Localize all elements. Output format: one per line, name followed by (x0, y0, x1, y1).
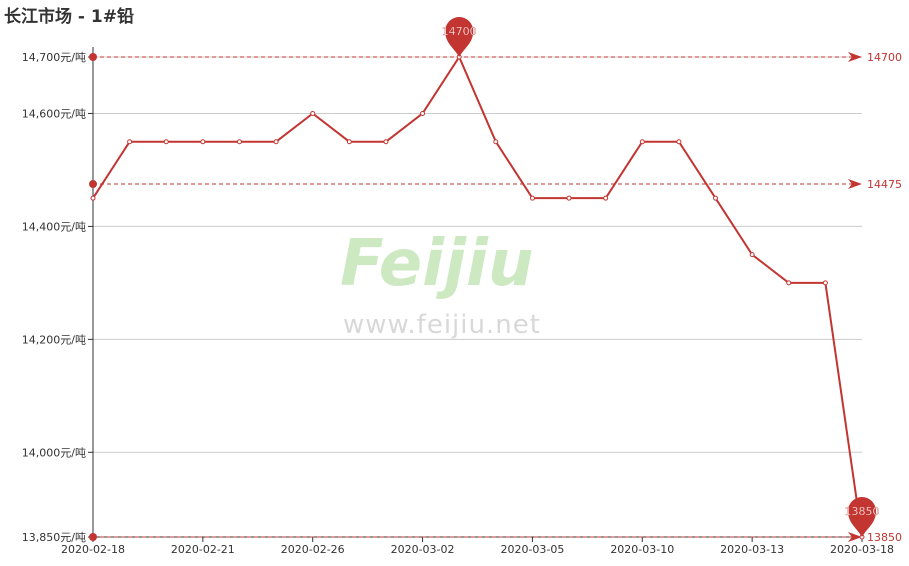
data-point (786, 280, 792, 286)
data-point (127, 139, 133, 145)
data-point (639, 139, 645, 145)
x-tick-label: 2020-02-21 (171, 543, 235, 556)
chart-title: 长江市场 - 1#铅 (4, 7, 134, 27)
data-point (383, 139, 389, 145)
series-line (92, 54, 863, 538)
markline-label: 14700 (867, 51, 902, 64)
data-point (822, 280, 828, 286)
watermark-logo: Feijiu (340, 227, 534, 301)
data-point (236, 139, 242, 145)
watermark: Feijiu www.feijiu.net (340, 227, 541, 340)
watermark-url: www.feijiu.net (343, 310, 541, 340)
data-point (90, 195, 96, 201)
x-tick-label: 2020-03-18 (830, 543, 894, 556)
markline-arrow (848, 52, 862, 62)
markline-arrow (848, 532, 862, 542)
x-tick-label: 2020-03-10 (610, 543, 674, 556)
x-tick-label: 2020-02-18 (61, 543, 125, 556)
data-point (346, 139, 352, 145)
data-point (200, 139, 206, 145)
data-point (420, 110, 426, 116)
x-tick-label: 2020-02-26 (281, 543, 345, 556)
data-point (273, 139, 279, 145)
data-point (676, 139, 682, 145)
markline-label: 14475 (867, 178, 902, 191)
data-point (603, 195, 609, 201)
markpoint-pin (848, 497, 876, 537)
data-point (493, 139, 499, 145)
y-tick-label: 14,600元/吨 (22, 107, 86, 120)
y-tick-label: 14,200元/吨 (22, 333, 86, 346)
data-point (310, 110, 316, 116)
data-point (713, 195, 719, 201)
data-point (529, 195, 535, 201)
x-tick-label: 2020-03-05 (500, 543, 564, 556)
y-tick-label: 14,400元/吨 (22, 220, 86, 233)
y-tick-label: 13,850元/吨 (22, 531, 86, 544)
data-point (749, 252, 755, 258)
markpoint-pin (445, 17, 474, 58)
markline-label: 13850 (867, 531, 902, 544)
markpoint-label: 14700 (442, 25, 477, 38)
x-tick-label: 2020-03-02 (391, 543, 455, 556)
data-point (566, 195, 572, 201)
y-tick-label: 14,700元/吨 (22, 51, 86, 64)
markline-arrow (848, 179, 862, 190)
data-point (163, 139, 169, 145)
y-tick-label: 14,000元/吨 (22, 446, 86, 459)
x-tick-label: 2020-03-13 (720, 543, 784, 556)
markpoint-label: 13850 (845, 505, 880, 518)
